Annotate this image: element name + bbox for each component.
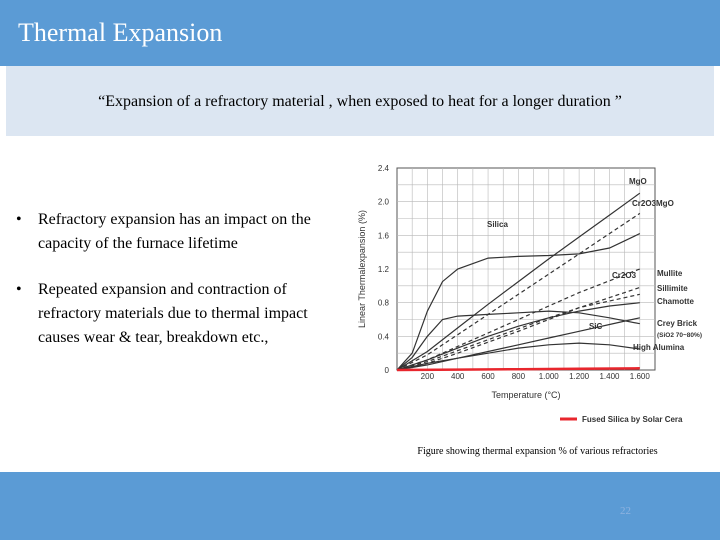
bullet-list: • Refractory expansion has an impact on … bbox=[16, 208, 341, 372]
y-tick-label: 0.8 bbox=[378, 299, 390, 308]
x-tick-label: 1.600 bbox=[630, 372, 651, 381]
definition-box: “Expansion of a refractory material , wh… bbox=[6, 66, 714, 136]
definition-quote: “Expansion of a refractory material , wh… bbox=[98, 93, 622, 110]
curve-labels: MgO Cr2O3MgO Silica Cr2O3 Mullite Sillimite Ch… bbox=[487, 177, 702, 352]
bullet-item: • Refractory expansion has an impact on … bbox=[16, 208, 341, 256]
grid-lines bbox=[396, 167, 656, 371]
curve-label: Mullite bbox=[657, 269, 683, 278]
curve-label: Silica bbox=[487, 220, 508, 229]
bullet-text: Refractory expansion has an impact on th… bbox=[38, 211, 311, 252]
x-tick-label: 800 bbox=[512, 372, 526, 381]
series-line-sillimite bbox=[396, 293, 640, 371]
y-axis-label: Linear Thermalexpansion (%) bbox=[357, 210, 367, 328]
x-tick-label: 200 bbox=[421, 372, 435, 381]
figure-caption: Figure showing thermal expansion % of va… bbox=[417, 446, 658, 457]
curve-label: Cr2O3MgO bbox=[632, 199, 674, 208]
y-tick-label: 0.4 bbox=[378, 332, 390, 341]
series-line-crey-brick-sio2-70-80 bbox=[396, 310, 640, 371]
curve-label: High Alumina bbox=[633, 343, 685, 352]
series-line-mullite bbox=[396, 286, 640, 371]
curve-label: Sillimite bbox=[657, 284, 688, 293]
y-tick-label: 1.6 bbox=[378, 231, 390, 240]
slide-title: Thermal Expansion bbox=[18, 18, 223, 47]
tick-labels: 200 400 600 800 1.000 1.200 1.400 1.600 0 0.4 0.8 1… bbox=[378, 164, 651, 381]
x-tick-label: 600 bbox=[481, 372, 495, 381]
curve-label: Cr2O3 bbox=[612, 271, 637, 280]
x-tick-label: 1.400 bbox=[599, 372, 620, 381]
curve-label: SiC bbox=[589, 322, 603, 331]
bullet-dot: • bbox=[16, 211, 22, 228]
x-tick-label: 1.000 bbox=[539, 372, 560, 381]
series-line-sic bbox=[396, 317, 640, 371]
curve-label: Crey Brick bbox=[657, 319, 698, 328]
x-tick-label: 1.200 bbox=[569, 372, 590, 381]
chart-svg: 200 400 600 800 1.000 1.200 1.400 1.600 0 0.4 0.8 1… bbox=[357, 164, 702, 424]
bullet-item: • Repeated expansion and contraction of … bbox=[16, 278, 341, 350]
y-tick-label: 1.2 bbox=[378, 265, 390, 274]
series-line-high-alumina bbox=[396, 342, 640, 371]
title-bar: Thermal Expansion bbox=[0, 0, 720, 66]
series-line-fused-silica-by-solar-cera bbox=[396, 367, 640, 372]
x-axis-label: Temperature (°C) bbox=[491, 390, 560, 400]
legend-label: Fused Silica by Solar Cera bbox=[582, 415, 683, 424]
series-line-mgo bbox=[396, 192, 641, 371]
bullet-text: Repeated expansion and contraction of re… bbox=[38, 281, 308, 346]
curve-label: Chamotte bbox=[657, 297, 694, 306]
series-line-chamotte bbox=[396, 302, 640, 371]
y-tick-label: 0 bbox=[385, 366, 390, 375]
y-tick-label: 2.4 bbox=[378, 164, 390, 173]
y-tick-label: 2.0 bbox=[378, 198, 390, 207]
series-line-silica bbox=[396, 233, 641, 371]
curve-label: (SiO2 70~80%) bbox=[657, 332, 702, 339]
x-tick-label: 400 bbox=[451, 372, 465, 381]
series-lines bbox=[396, 192, 641, 372]
series-line-cr2o3mgo bbox=[396, 212, 641, 371]
footer-bar bbox=[0, 472, 720, 540]
page-number: 22 bbox=[620, 505, 631, 517]
bullet-dot: • bbox=[16, 281, 22, 298]
curve-label: MgO bbox=[629, 177, 647, 186]
thermal-expansion-chart: 200 400 600 800 1.000 1.200 1.400 1.600 0 0.4 0.8 1… bbox=[345, 148, 720, 433]
